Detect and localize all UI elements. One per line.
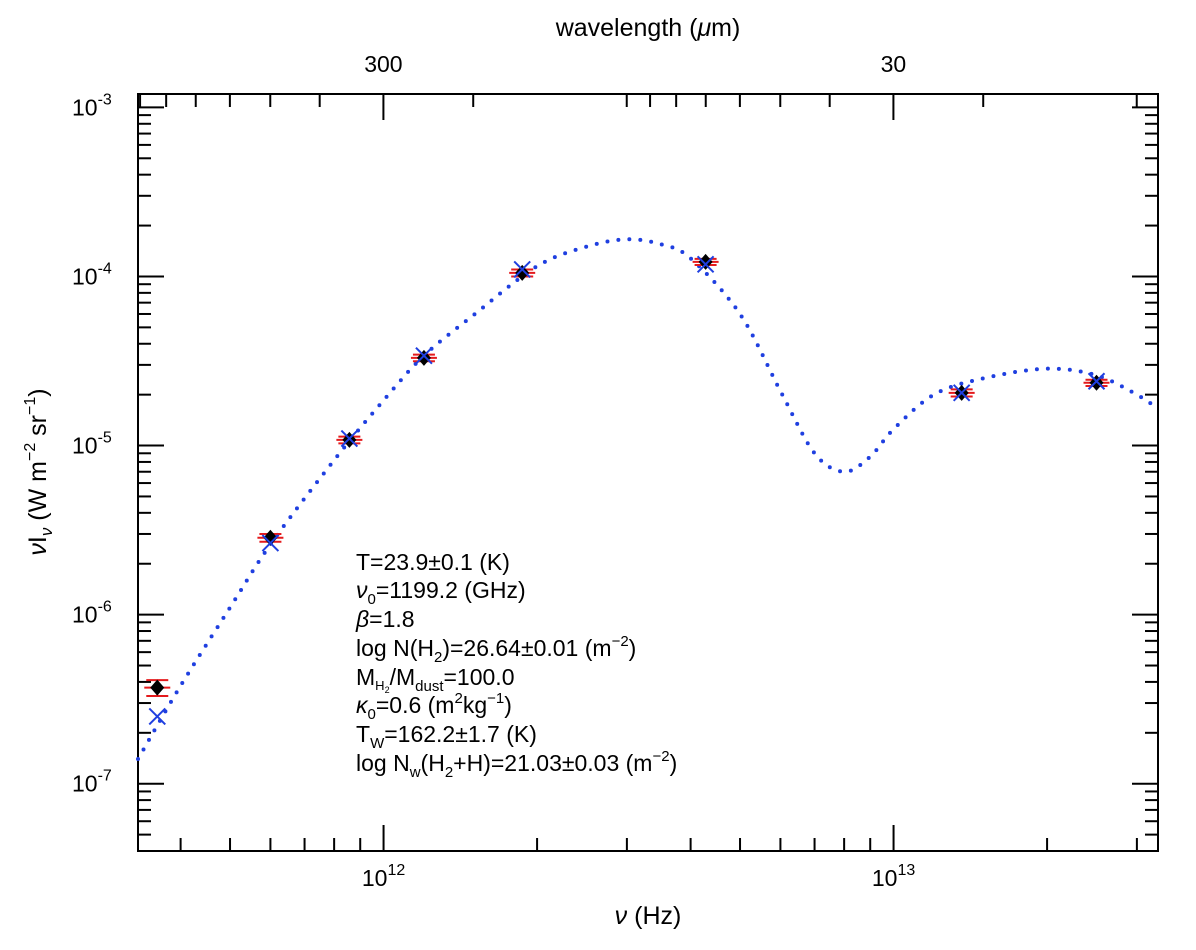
data-point-model	[952, 384, 971, 402]
data-point-observed	[150, 679, 165, 696]
y-axis-title: νIν (W m−2 sr−1)	[22, 388, 56, 555]
data-point-observed	[515, 264, 530, 281]
x-tick-label: 1013	[872, 862, 915, 891]
annotation-column-density: log N(H2)=26.64±0.01 (m−2)	[356, 633, 636, 666]
annotation-nu0: ν0=1199.2 (GHz)	[356, 577, 526, 608]
annotation-warm-temperature: TW=162.2±1.7 (K)	[356, 721, 537, 752]
data-point-model	[415, 346, 433, 365]
data-point-model	[261, 534, 280, 552]
axis-ticks	[138, 94, 1158, 852]
x-axis-title: ν (Hz)	[615, 902, 682, 930]
annotation-beta: β=1.8	[355, 606, 415, 632]
y-tick-label: 10-3	[72, 91, 112, 120]
y-tick-label: 10-7	[72, 768, 112, 797]
data-points-layer	[144, 253, 1110, 726]
data-point-observed	[263, 529, 278, 546]
fit-curve	[136, 237, 1160, 761]
data-point-model	[513, 260, 531, 279]
top-axis-title: wavelength (μm)	[555, 14, 741, 42]
data-point-model	[696, 255, 715, 274]
annotation-warm-column: log Nw(H2+H)=21.03±0.03 (m−2)	[356, 748, 677, 781]
top-tick-label: 300	[364, 51, 402, 77]
plot-frame	[137, 93, 1159, 852]
tick-labels: 1012 1013 10-3 10-4 10-5 10-6 10-7 300 30	[72, 51, 915, 891]
x-tick-label: 1012	[362, 862, 405, 891]
annotation-kappa: κ0=0.6 (m2kg−1)	[356, 690, 512, 723]
data-point-model	[1087, 372, 1106, 390]
top-tick-label: 30	[881, 51, 907, 77]
y-tick-label: 10-6	[72, 599, 112, 628]
y-tick-label: 10-4	[72, 260, 112, 289]
data-point-model	[340, 429, 359, 448]
annotation-temperature: T=23.9±0.1 (K)	[356, 549, 510, 575]
data-point-model	[148, 707, 166, 726]
data-point-observed	[698, 253, 713, 270]
fit-parameters: T=23.9±0.1 (K) ν0=1199.2 (GHz) β=1.8 log…	[355, 549, 677, 781]
fit-curve-layer	[136, 237, 1160, 761]
data-point-observed	[416, 349, 431, 366]
y-tick-label: 10-5	[72, 430, 112, 459]
